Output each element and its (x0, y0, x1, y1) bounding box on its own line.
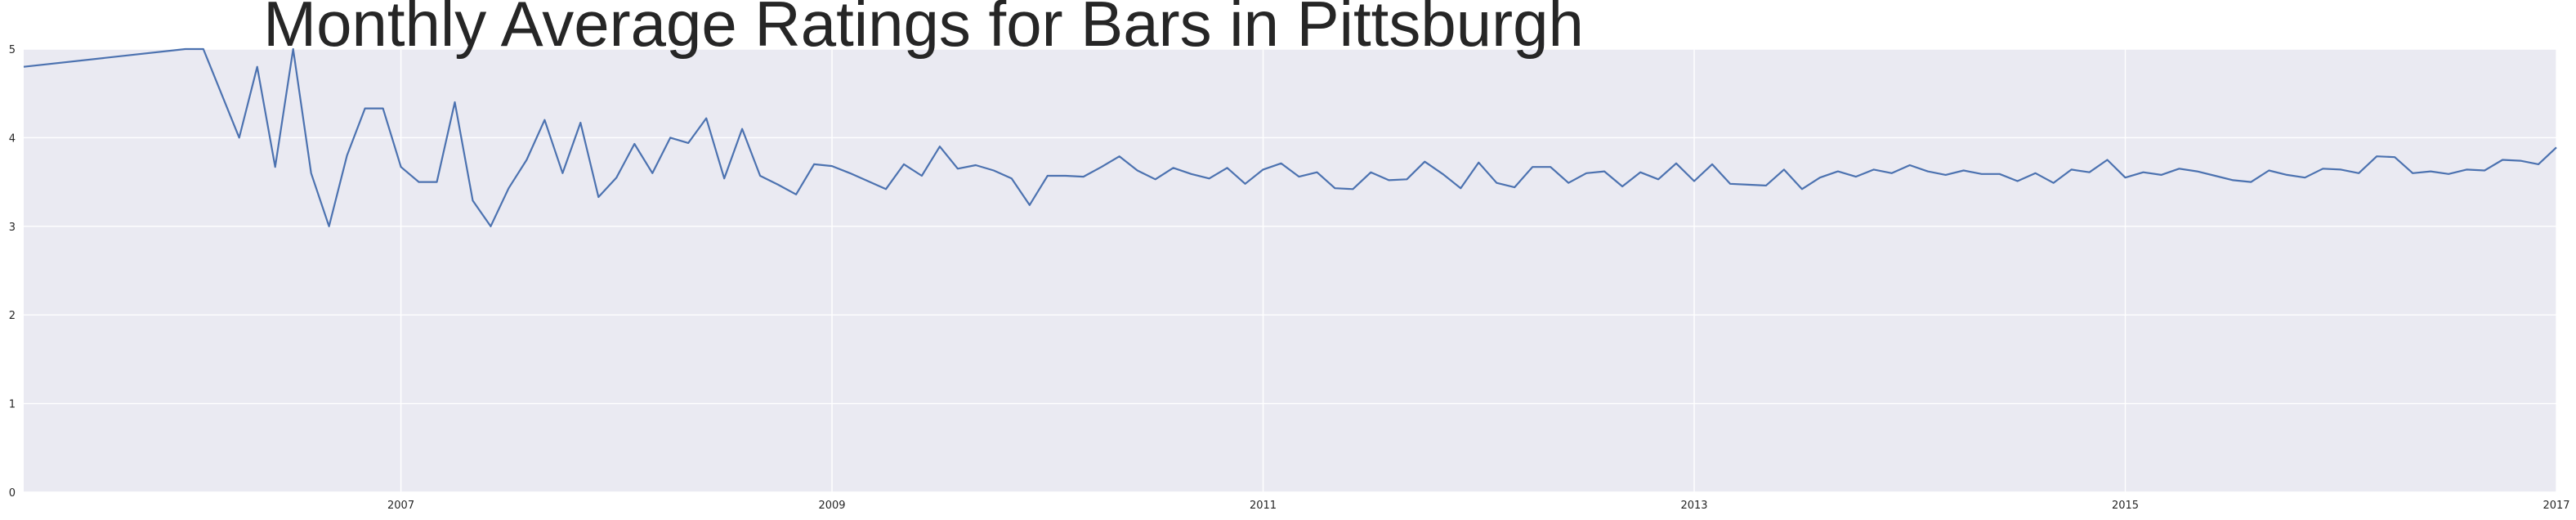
y-tick-label: 0 (9, 487, 16, 500)
plot-background (24, 49, 2556, 492)
y-tick-label: 3 (9, 222, 16, 234)
chart-title: Monthly Average Ratings for Bars in Pitt… (263, 0, 1584, 60)
grid (24, 48, 2557, 493)
y-tick-label: 2 (9, 310, 16, 322)
y-tick-label: 4 (9, 132, 16, 145)
y-tick-label: 1 (9, 399, 16, 411)
x-tick-label: 2007 (387, 500, 414, 512)
x-tick-label: 2013 (1680, 500, 1707, 512)
axes: 0 1 2 3 4 5 2007 2009 2011 2013 2015 2017 (9, 44, 2570, 512)
series-line (23, 47, 2557, 227)
x-tick-label: 2015 (2112, 500, 2139, 512)
y-tick-label: 5 (9, 44, 16, 56)
x-tick-label: 2011 (1250, 500, 1277, 512)
x-tick-label: 2017 (2542, 500, 2569, 512)
x-tick-label: 2009 (818, 500, 845, 512)
